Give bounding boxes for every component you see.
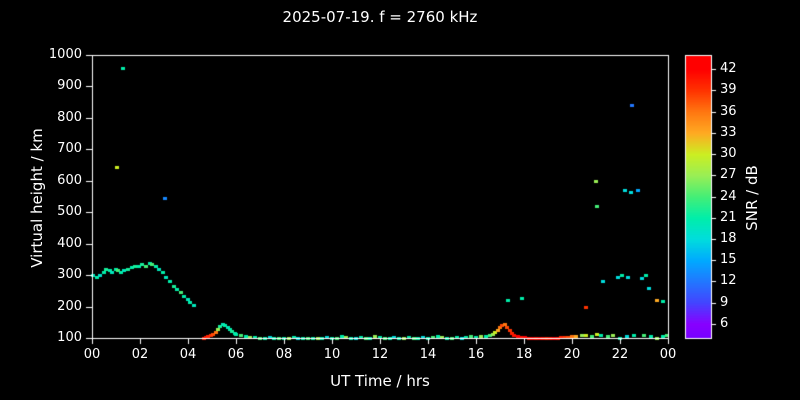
y-tick-label: 200 [57, 298, 82, 314]
x-tick-label: 00 [659, 347, 677, 362]
colorbar-tick-label: 39 [720, 82, 737, 98]
x-tick-label: 08 [275, 347, 293, 362]
colorbar-tick-label: 12 [720, 273, 737, 289]
y-tick-label: 400 [57, 235, 82, 251]
x-tick-label: 18 [515, 347, 533, 362]
y-tick-label: 800 [57, 109, 82, 125]
y-tick-label: 600 [57, 172, 82, 188]
x-tick-label: 04 [179, 347, 197, 362]
x-tick-label: 06 [227, 347, 245, 362]
x-tick-label: 10 [323, 347, 341, 362]
x-tick-label: 02 [131, 347, 149, 362]
x-tick-label: 00 [83, 347, 101, 362]
colorbar-tick-label: 24 [720, 188, 737, 204]
colorbar-tick-label: 6 [720, 315, 729, 331]
colorbar-tick-label: 27 [720, 167, 737, 183]
colorbar-tick-label: 9 [720, 294, 729, 310]
y-tick-label: 1000 [48, 47, 82, 62]
colorbar-tick-label: 15 [720, 252, 737, 268]
colorbar-tick-label: 42 [720, 61, 737, 77]
x-tick-label: 20 [563, 347, 581, 362]
y-tick-label: 300 [57, 267, 82, 283]
x-axis-label: UT Time / hrs [330, 372, 430, 390]
colorbar-tick-label: 33 [720, 124, 737, 140]
colorbar-tick-label: 18 [720, 230, 737, 246]
y-tick-label: 500 [57, 204, 82, 220]
x-tick-label: 14 [419, 347, 437, 362]
x-tick-label: 16 [467, 347, 485, 362]
colorbar-tick-label: 36 [720, 103, 737, 119]
colorbar-tick-label: 30 [720, 146, 737, 162]
x-tick-label: 22 [611, 347, 629, 362]
colorbar-tick-label: 21 [720, 209, 737, 225]
y-tick-label: 700 [57, 141, 82, 157]
y-tick-label: 100 [57, 330, 82, 345]
y-tick-label: 900 [57, 78, 82, 94]
colorbar-label: SNR / dB [743, 165, 761, 231]
x-tick-label: 12 [371, 347, 389, 362]
